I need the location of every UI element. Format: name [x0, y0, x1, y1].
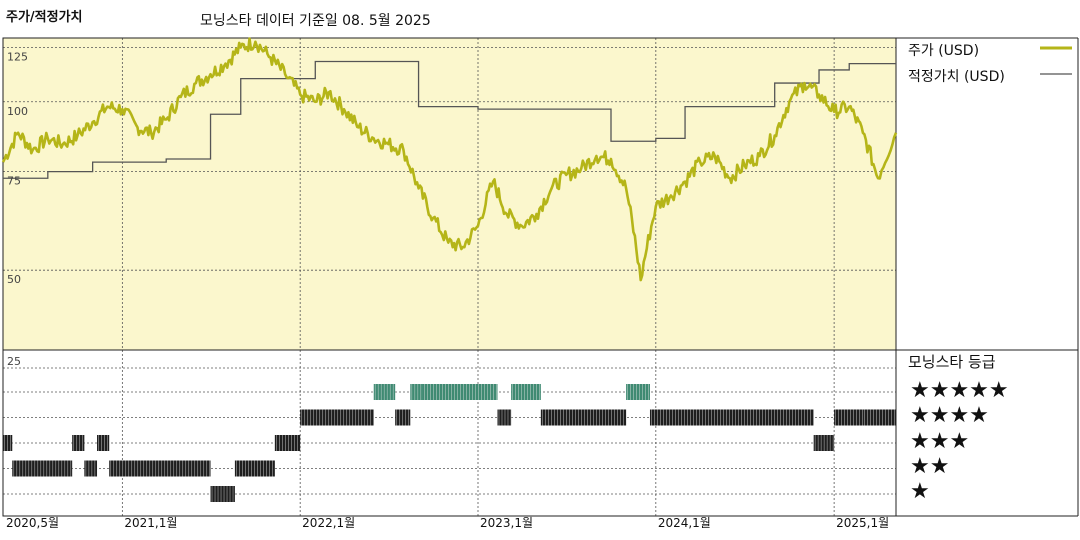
- price-line: [1, 37, 898, 282]
- rating-bar-3-star: [274, 435, 301, 451]
- rating-bar-4-star: [862, 409, 896, 426]
- rating-bar-4-star: [497, 409, 512, 426]
- frame-layer: [2, 37, 1079, 517]
- chart-label: 주가/적정가치: [6, 10, 83, 25]
- rating-bar-4-star: [395, 409, 411, 426]
- rating-bar-fill: [12, 460, 73, 477]
- rating-row-5-star: ★★★★★: [910, 378, 1009, 403]
- label-layer: 125 100 75 50 2020,5월 2021,1월 2022,1월 2023,1월 20…: [6, 51, 889, 530]
- rating-bar-fill: [410, 384, 423, 400]
- x-tick-label: 2025,1월: [836, 516, 889, 530]
- rating-bar-3-star: [813, 435, 835, 451]
- rating-bar-fill: [540, 409, 627, 426]
- rating-bar-3-star: [72, 435, 85, 451]
- rating-bar-3-star: [3, 435, 13, 451]
- rating-row-1-star: ★: [910, 479, 930, 504]
- rating-plot-frame: [2, 349, 897, 517]
- rating-bar-2-star: [234, 460, 275, 477]
- rating-row-3-star: ★★★: [910, 429, 970, 454]
- legend-fair-value-label: 적정가치 (USD): [908, 69, 1005, 85]
- rating-bar-1-star: [210, 486, 235, 502]
- rating-bar-4-star: [834, 409, 863, 426]
- fair-value-line: [3, 60, 896, 179]
- rating-bar-fill: [626, 384, 650, 400]
- x-tick-label: 2024,1월: [658, 516, 711, 530]
- y-tick-label: 50: [7, 273, 21, 286]
- rating-bar-2-star: [12, 460, 73, 477]
- price-plot-background: [3, 38, 896, 350]
- rating-row-4-star: ★★★★: [910, 403, 989, 428]
- rating-bar-fill: [497, 409, 512, 426]
- rating-bar-5-star: [373, 384, 396, 400]
- rating-bar-5-star: [626, 384, 650, 400]
- x-tick-label: 2022,1월: [302, 516, 355, 530]
- rating-bar-2-star: [109, 460, 211, 477]
- rating-tick-label: 25: [7, 355, 21, 368]
- x-tick-label: 2023,1월: [480, 516, 533, 530]
- rating-bar-4-star: [540, 409, 627, 426]
- y-tick-label: 125: [7, 51, 28, 64]
- rating-bar-2-star: [84, 460, 98, 477]
- rating-row-2-star: ★★: [910, 454, 950, 479]
- rating-bar-fill: [274, 435, 301, 451]
- rating-bar-fill: [72, 435, 85, 451]
- rating-bar-fill: [97, 435, 110, 451]
- rating-bar-fill: [84, 460, 98, 477]
- rating-bar-4-star: [649, 409, 814, 426]
- rating-bar-fill: [300, 409, 374, 426]
- rating-bar-5-star: [410, 384, 423, 400]
- rating-panel-title: 모닝스타 등급: [908, 353, 996, 371]
- x-tick-label: 2021,1월: [124, 516, 177, 530]
- chart-subtitle: 모닝스타 데이터 기준일 08. 5월 2025: [200, 13, 431, 29]
- rating-bar-fill: [649, 409, 814, 426]
- rating-bar-fill: [210, 486, 235, 502]
- rating-bar-5-star: [422, 384, 498, 400]
- y-tick-label: 75: [7, 175, 21, 188]
- y-tick-label: 100: [7, 105, 28, 118]
- rating-bar-fill: [234, 460, 275, 477]
- rating-bar-4-star: [300, 409, 375, 426]
- rating-bars-layer: [3, 384, 896, 502]
- legend-price-label: 주가 (USD): [908, 43, 980, 59]
- series-layer: [1, 37, 898, 282]
- rating-bar-fill: [109, 460, 211, 477]
- x-tick-label: 2020,5월: [6, 516, 59, 530]
- rating-bar-5-star: [511, 384, 541, 400]
- rating-bar-3-star: [97, 435, 110, 451]
